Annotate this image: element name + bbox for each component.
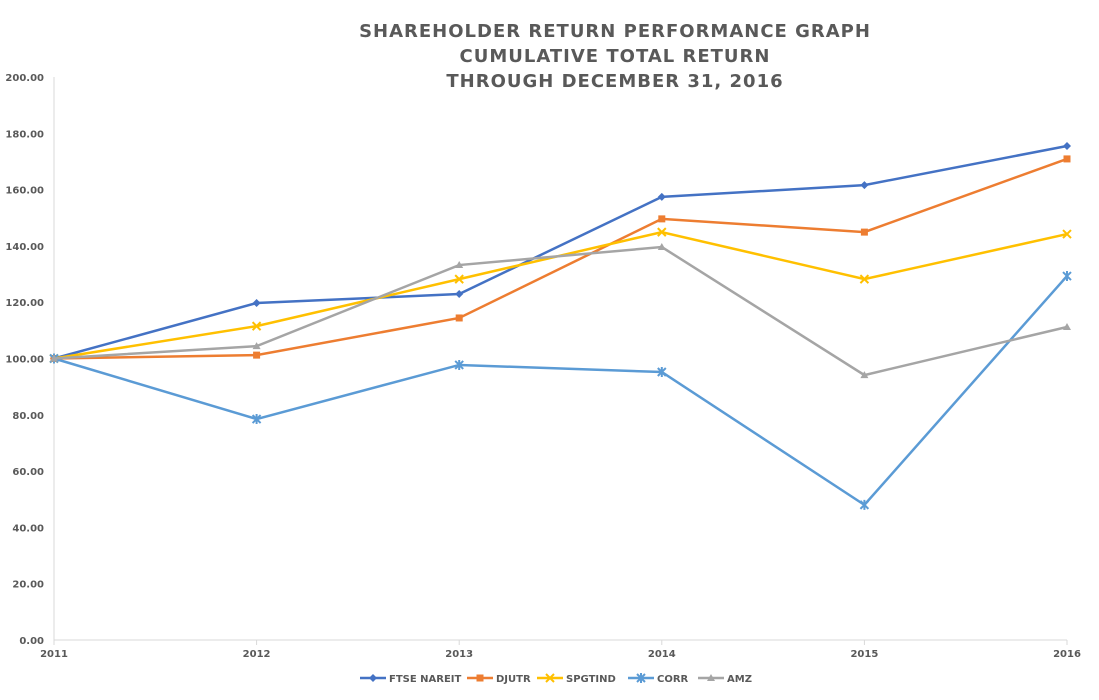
legend-marker [476,674,484,682]
data-point [860,181,869,190]
data-point [251,414,262,425]
data-point [860,228,868,236]
legend-marker [369,674,377,682]
x-tick-label: 2015 [850,649,878,660]
series-amz [50,243,1071,379]
series-djutr [50,155,1071,362]
data-point [657,192,666,201]
data-point [253,351,261,359]
y-tick-label: 20.00 [12,580,44,591]
data-point [657,367,667,378]
legend-item: DJUTR [467,674,531,685]
series-line [53,230,1068,360]
data-point [658,215,666,223]
y-tick-label: 140.00 [5,242,44,253]
chart-title-line-3: THROUGH DECEMBER 31, 2016 [446,71,783,92]
data-point [1063,322,1071,330]
data-point [251,321,262,331]
data-point [860,371,869,379]
y-tick-label: 120.00 [5,298,44,309]
series-corr [49,271,1072,510]
data-point [657,243,666,251]
x-tick-label: 2013 [445,649,473,660]
series-line [53,157,1068,360]
data-point [50,354,58,362]
legend-item: FTSE NAREIT [360,674,462,685]
legend-item: SPGTIND [537,673,616,685]
legend-item: CORR [628,673,689,685]
legend-label: SPGTIND [566,674,616,685]
data-point [657,227,667,237]
y-tick-label: 200.00 [5,73,44,84]
y-tick-label: 0.00 [19,636,44,647]
chart-title-line-1: SHAREHOLDER RETURN PERFORMANCE GRAPH [359,21,871,42]
series-line [53,245,1068,377]
legend-marker [545,673,555,683]
series-line [53,275,1068,507]
legend-marker [707,674,715,681]
legend-marker [636,673,646,683]
legend-label: CORR [657,674,689,685]
data-point [859,499,870,510]
legend-label: AMZ [727,674,752,685]
data-point [252,342,261,350]
data-point [1062,271,1072,282]
data-point [455,314,463,322]
y-tick-label: 180.00 [5,129,44,140]
series-ftse-nareit [50,141,1071,363]
x-tick-label: 2011 [40,649,68,660]
y-tick-label: 40.00 [12,523,44,534]
chart-title-line-2: CUMULATIVE TOTAL RETURN [460,46,771,67]
data-point [859,274,870,284]
data-point [454,274,464,284]
x-tick-label: 2012 [243,649,271,660]
data-point [454,359,464,370]
data-point [455,261,464,269]
y-tick-label: 80.00 [12,411,44,422]
legend-item: AMZ [698,674,752,685]
y-tick-label: 160.00 [5,186,44,197]
data-point [252,299,261,308]
series-line [53,144,1068,360]
data-point [1063,141,1071,150]
series-spgtind [49,227,1072,364]
data-point [455,290,464,299]
x-tick-label: 2014 [648,649,676,660]
data-point [1062,229,1072,239]
y-tick-label: 100.00 [5,355,44,366]
data-point [1063,155,1071,163]
x-tick-label: 2016 [1053,649,1081,660]
legend-label: DJUTR [496,674,531,685]
legend-label: FTSE NAREIT [389,674,462,685]
y-tick-label: 60.00 [12,467,44,478]
